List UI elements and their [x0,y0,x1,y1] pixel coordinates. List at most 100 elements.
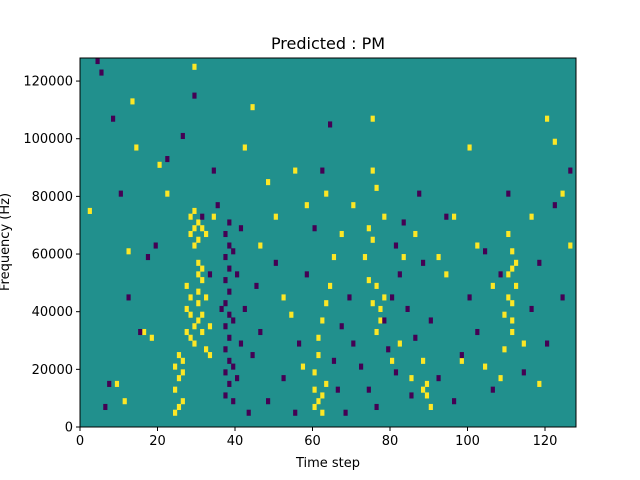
heatmap-cell-low [219,305,224,312]
heatmap-cell-low [223,369,228,376]
heatmap-cell-high [459,357,464,364]
heatmap-cell-low [483,248,488,255]
heatmap-cell-low [297,340,302,347]
heatmap-cell-low [238,225,244,232]
heatmap-cell-low [413,334,418,341]
heatmap-cell-low [328,121,333,128]
heatmap-cell-high [510,265,515,272]
heatmap-cell-high [184,328,189,336]
heatmap-cell-low [390,294,395,301]
heatmap-cell-high [300,363,306,370]
heatmap-cell-high [452,213,457,220]
heatmap-cell-high [467,144,472,151]
heatmap-cell-low [238,340,244,347]
x-axis: 0 20 40 60 80 100 120 [76,427,557,449]
heatmap-cell-low [227,242,232,249]
heatmap-cell-low [417,190,422,197]
heatmap-cell-low [258,328,263,336]
heatmap-cell-low [227,219,232,226]
heatmap-cell-low [95,58,100,65]
heatmap-cell-high [293,167,298,174]
heatmap-cell-high [122,398,127,405]
heatmap-cell-high [351,202,356,209]
heatmap-cell-high [529,213,534,220]
heatmap-cell-high [312,386,317,393]
heatmap-cell-low [401,219,406,226]
heatmap-cell-high [258,242,263,249]
heatmap-cell-high [366,225,371,232]
heatmap-cell-high [196,236,201,243]
y-tick-label: 20000 [32,363,73,378]
x-tick-label: 40 [227,434,244,449]
heatmap-cell-low [227,334,232,341]
heatmap-cell-low [246,409,251,416]
heatmap-cell-low [103,403,108,411]
heatmap-cell-high [506,230,511,238]
heatmap-cell-high [510,317,515,324]
heatmap-cell-low [231,398,236,405]
heatmap-cell-low [145,254,151,261]
heatmap-cell-low [382,317,387,324]
heatmap-cell-high [192,207,197,214]
heatmap-cell-high [196,271,201,278]
heatmap-cell-low [545,340,550,347]
heatmap-cell-high [339,230,344,238]
heatmap-cell-low [227,288,232,295]
heatmap-cell-low [293,409,298,416]
heatmap-cell-high [510,248,515,255]
heatmap-cell-low [235,375,240,382]
heatmap-cell-high [514,282,519,289]
heatmap-cell-high [370,115,375,122]
heatmap-cell-high [204,294,209,301]
heatmap-cell-low [568,167,573,174]
heatmap-cell-high [188,294,193,301]
heatmap-cell-high [324,190,329,197]
heatmap-cell-low [467,294,472,301]
heatmap-cell-low [459,352,464,359]
heatmap-cell-low [506,190,511,197]
heatmap-cell-high [192,323,197,330]
heatmap-cell-low [452,398,457,405]
y-axis-label: Frequency (Hz) [0,193,13,291]
heatmap-cell-low [242,305,247,312]
heatmap-cell-high [176,375,182,382]
heatmap-cell-high [421,386,426,393]
heatmap-cell-low [335,386,340,393]
heatmap-cell-high [188,213,193,220]
heatmap-cell-high [200,225,205,232]
heatmap-cell-high [273,213,278,220]
heatmap-cell-high [409,375,414,382]
heatmap-cell-high [192,63,197,70]
heatmap-cell-high [180,357,185,364]
x-tick-label: 60 [304,434,321,449]
heatmap-cell-high [173,363,178,370]
heatmap-cell-high [192,225,197,232]
heatmap-cell-high [382,294,387,301]
heatmap-cell-low [223,254,228,261]
heatmap-cell-high [483,363,488,370]
x-tick-label: 0 [76,434,84,449]
heatmap-cell-low [223,392,228,399]
heatmap-cell-low [231,248,236,255]
heatmap-cell-high [370,167,375,174]
heatmap-cell-high [328,282,333,289]
heatmap-cell-high [266,179,271,186]
heatmap-cell-high [378,305,383,312]
heatmap-cell-high [250,104,255,111]
heatmap-cell-high [196,317,201,324]
heatmap-cell-high [413,230,418,238]
heatmap-cell-low [118,190,123,197]
heatmap-cell-high [196,219,201,226]
heatmap-cell-low [126,294,131,301]
heatmap-cell-low [320,167,325,174]
heatmap-cell-low [223,346,228,353]
heatmap-cell-low [227,380,232,387]
heatmap-cell-high [362,254,368,261]
heatmap-cell-high [192,242,197,249]
heatmap-cell-high [502,346,507,353]
heatmap-cell-low [359,363,364,370]
heatmap-cell-low [266,398,271,405]
heatmap-cell-high [196,288,201,295]
heatmap-cell-high [180,398,185,405]
heatmap-cell-high [324,300,329,307]
